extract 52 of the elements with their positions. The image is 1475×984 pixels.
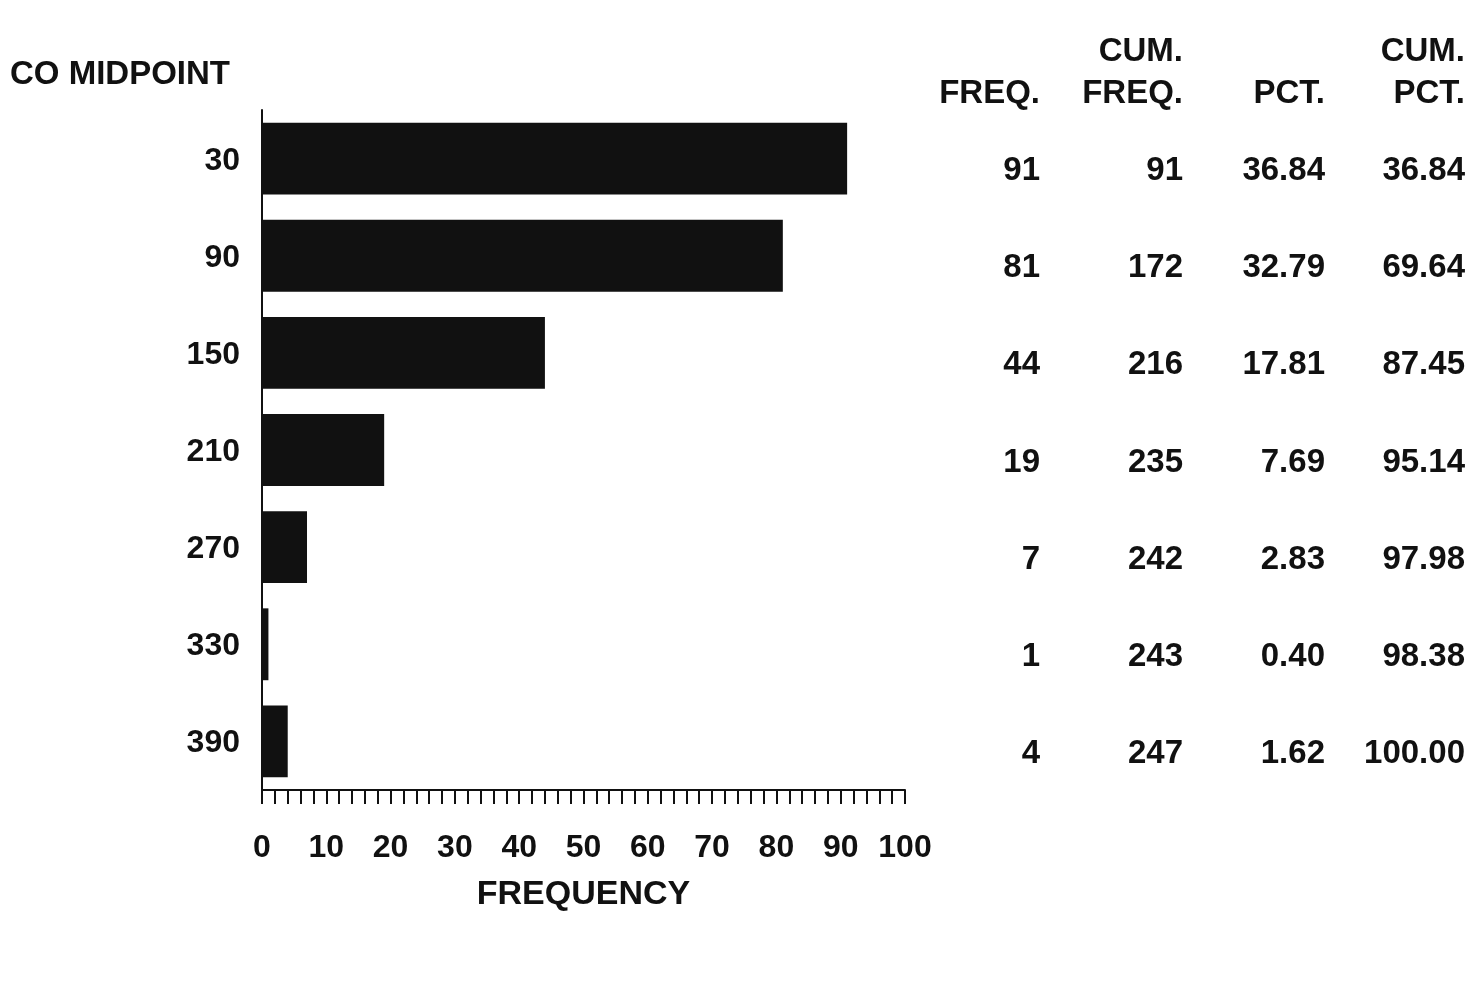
x-tick-label: 70 [694, 828, 730, 864]
text: 69.64 [1382, 247, 1466, 285]
text: 243 [1127, 635, 1183, 673]
text: 7.69 [1260, 441, 1325, 479]
text: 247 [1127, 732, 1183, 770]
x-tick-label: 10 [308, 828, 345, 864]
data-label: 91 [1003, 150, 1040, 188]
text: 235 [1127, 441, 1183, 479]
text: 1.62 [1260, 732, 1325, 770]
text: 172 [1127, 247, 1183, 285]
text: 91 [1146, 150, 1183, 188]
y-tick-label: 270 [186, 529, 240, 566]
x-tick-label: 30 [437, 828, 473, 864]
y-tick-label: 390 [186, 723, 240, 760]
y-tick-label: 30 [204, 140, 240, 177]
data-label: 4 [1021, 732, 1041, 770]
x-tick-label: 60 [630, 828, 666, 864]
text: 36.84 [1382, 150, 1466, 188]
text: 2.83 [1260, 538, 1325, 576]
text: PCT. [1253, 72, 1325, 110]
x-tick-label: 90 [822, 828, 859, 864]
text: CUM. PCT. [1380, 30, 1465, 110]
text: 97.98 [1382, 538, 1465, 576]
x-axis-title: FREQUENCY [476, 873, 691, 911]
text: 36.84 [1242, 150, 1326, 188]
text: 0.40 [1260, 635, 1325, 673]
data-label: 19 [1003, 441, 1040, 479]
text: 95.14 [1382, 441, 1466, 479]
x-tick-label: 50 [565, 828, 602, 864]
x-tick-label: 80 [758, 828, 795, 864]
text: 32.79 [1242, 247, 1325, 285]
text: 242 [1127, 538, 1183, 576]
x-tick-label: 0 [253, 828, 271, 864]
data-label: 1 [1021, 635, 1040, 673]
y-tick-label: 90 [204, 237, 240, 274]
text: CUM. FREQ. [1082, 30, 1183, 110]
text: 216 [1127, 344, 1183, 382]
text: 100.00 [1364, 732, 1465, 770]
text: 98.38 [1382, 635, 1465, 673]
y-tick-label: 330 [186, 626, 240, 663]
y-tick-label: 150 [186, 334, 240, 371]
x-tick-label: 40 [501, 828, 537, 864]
data-label: 7 [1021, 538, 1040, 576]
y-tick-label: 210 [186, 432, 240, 468]
x-tick-label: 20 [372, 828, 409, 864]
text: 17.81 [1242, 344, 1325, 382]
x-tick-label: 100 [878, 828, 932, 864]
data-label: 44 [1003, 344, 1041, 382]
data-label: 81 [1003, 247, 1040, 285]
text: 87.45 [1382, 344, 1465, 382]
text: FREQ. [939, 72, 1040, 110]
y-axis-title: CO MIDPOINT [10, 53, 230, 91]
